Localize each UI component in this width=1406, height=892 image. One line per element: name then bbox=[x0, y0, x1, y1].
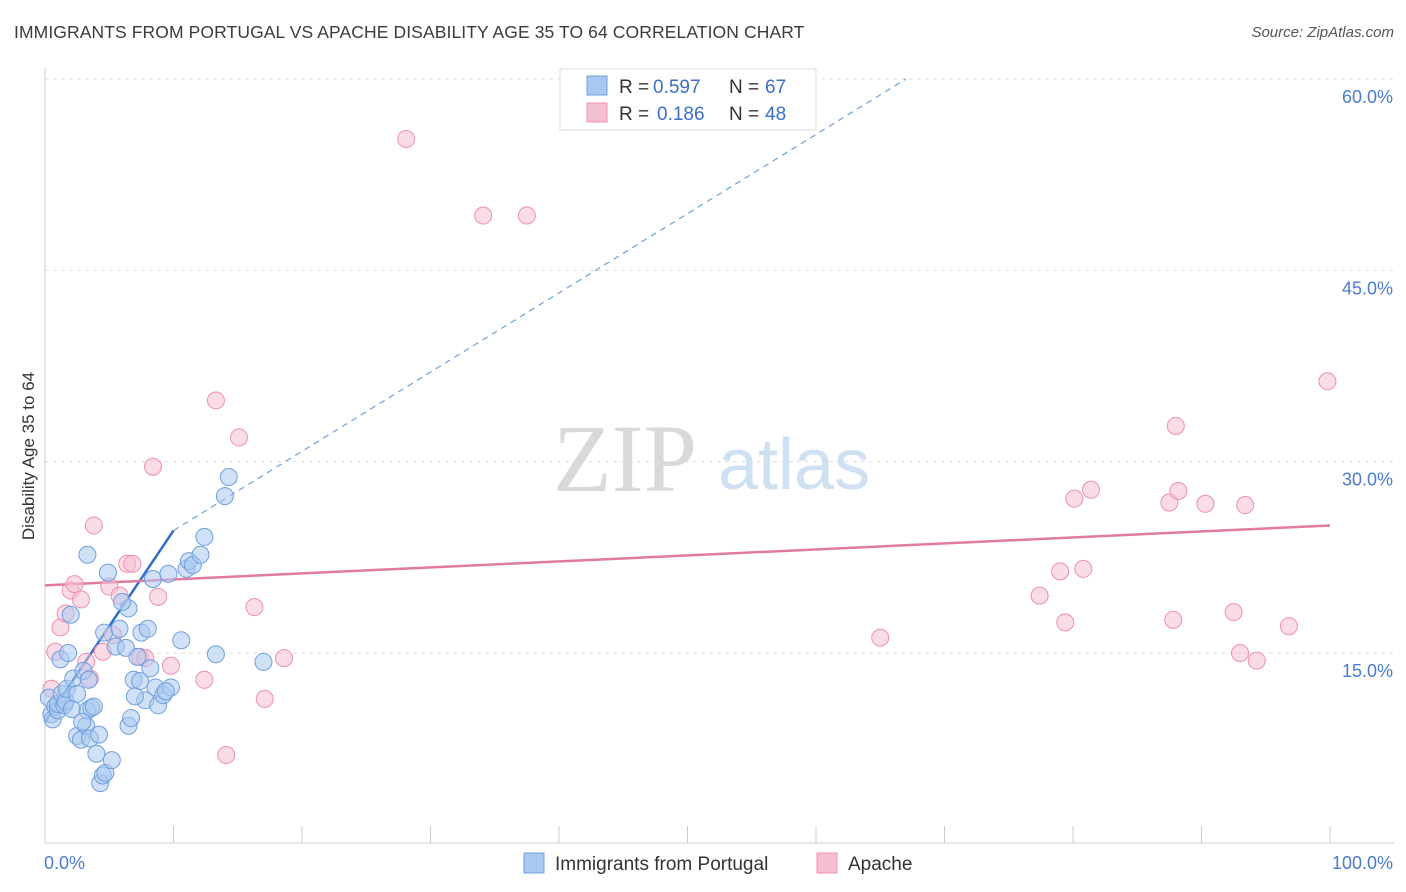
apache-point bbox=[217, 746, 236, 765]
apache-trend-line bbox=[44, 524, 1331, 587]
watermark-atlas: atlas bbox=[718, 425, 870, 505]
chart-title: IMMIGRANTS FROM PORTUGAL VS APACHE DISAB… bbox=[14, 22, 805, 42]
legend-n-value-2: 48 bbox=[765, 104, 786, 125]
portugal-point bbox=[61, 605, 80, 624]
apache-point bbox=[1074, 559, 1093, 578]
apache-point bbox=[195, 670, 214, 689]
apache-point bbox=[149, 587, 168, 606]
legend-swatch-blue bbox=[586, 75, 608, 96]
portugal-point bbox=[113, 592, 132, 611]
portugal-point bbox=[87, 744, 106, 763]
portugal-point bbox=[159, 564, 178, 583]
apache-point bbox=[1081, 480, 1100, 499]
apache-point bbox=[1056, 613, 1075, 632]
portugal-point bbox=[68, 684, 87, 703]
apache-point bbox=[1166, 416, 1185, 435]
bottom-legend-label-pink: Apache bbox=[848, 854, 912, 875]
legend: R = 0.597 N = 67 R = 0.186 N = 48 bbox=[559, 68, 817, 131]
apache-point bbox=[143, 457, 162, 476]
y-tick-labels: 15.0% 30.0% 45.0% 60.0% bbox=[1342, 87, 1393, 681]
portugal-point bbox=[110, 619, 129, 638]
legend-n-label-1: N = bbox=[729, 77, 759, 98]
portugal-point bbox=[215, 487, 234, 506]
legend-n-label-2: N = bbox=[729, 104, 759, 125]
apache-point bbox=[1065, 489, 1084, 508]
apache-point bbox=[230, 428, 249, 447]
x-tick-label-0: 0.0% bbox=[44, 853, 85, 873]
portugal-point bbox=[128, 647, 147, 666]
apache-point bbox=[1231, 644, 1250, 662]
legend-r-label-2: R = bbox=[619, 104, 649, 125]
portugal-point bbox=[195, 527, 214, 546]
apache-point bbox=[474, 206, 493, 225]
apache-point bbox=[1224, 603, 1243, 622]
legend-n-value-1: 67 bbox=[765, 77, 786, 98]
bottom-legend-label-blue: Immigrants from Portugal bbox=[555, 854, 768, 875]
apache-point bbox=[206, 391, 225, 410]
portugal-point bbox=[125, 687, 144, 706]
apache-point bbox=[1196, 494, 1215, 513]
apache-point bbox=[1236, 496, 1255, 515]
portugal-point bbox=[143, 570, 162, 589]
apache-point bbox=[255, 689, 274, 708]
apache-point bbox=[1279, 617, 1298, 636]
apache-point bbox=[65, 575, 84, 594]
grid bbox=[45, 78, 1394, 654]
x-tick-label-100: 100.0% bbox=[1332, 853, 1393, 873]
x-tick-labels: 0.0% 100.0% bbox=[44, 853, 1393, 873]
portugal-point bbox=[95, 623, 114, 642]
y-tick-label-30: 30.0% bbox=[1342, 470, 1393, 490]
portugal-point bbox=[59, 644, 78, 662]
portugal-point bbox=[172, 631, 191, 650]
portugal-point bbox=[78, 545, 97, 564]
apache-point bbox=[275, 649, 294, 668]
apache-point bbox=[1051, 562, 1070, 581]
portugal-point bbox=[102, 751, 121, 770]
apache-point bbox=[517, 206, 536, 225]
portugal-point bbox=[79, 670, 98, 689]
apache-point bbox=[871, 628, 890, 647]
legend-r-value-2: 0.186 bbox=[657, 104, 705, 125]
data-points bbox=[39, 129, 1337, 793]
y-tick-label-15: 15.0% bbox=[1342, 661, 1393, 681]
portugal-point bbox=[191, 545, 210, 564]
portugal-trend-extension bbox=[173, 78, 907, 532]
portugal-point bbox=[219, 467, 238, 486]
apache-point bbox=[1169, 482, 1188, 501]
apache-point bbox=[1164, 610, 1183, 629]
trend-lines bbox=[43, 78, 1331, 723]
portugal-point bbox=[141, 659, 160, 678]
portugal-point bbox=[89, 725, 108, 744]
portugal-point bbox=[254, 652, 273, 671]
bottom-legend: Immigrants from Portugal Apache bbox=[523, 852, 912, 875]
portugal-point bbox=[138, 619, 157, 638]
apache-point bbox=[245, 598, 264, 617]
portugal-point bbox=[73, 712, 92, 731]
bottom-legend-swatch-pink bbox=[816, 852, 838, 874]
source-label: Source: ZipAtlas.com bbox=[1251, 24, 1394, 41]
apache-point bbox=[397, 129, 416, 148]
apache-point bbox=[1318, 372, 1337, 391]
legend-r-label-1: R = bbox=[619, 77, 649, 98]
legend-r-value-1: 0.597 bbox=[653, 77, 701, 98]
legend-swatch-pink bbox=[586, 102, 608, 123]
portugal-point bbox=[122, 709, 141, 728]
apache-point bbox=[84, 516, 103, 535]
watermark-zip: ZIP bbox=[553, 405, 697, 512]
bottom-legend-swatch-blue bbox=[523, 852, 545, 874]
y-tick-label-60: 60.0% bbox=[1342, 87, 1393, 107]
apache-point bbox=[161, 656, 180, 675]
apache-point bbox=[1247, 651, 1266, 670]
portugal-point bbox=[156, 682, 175, 701]
watermark: ZIP atlas bbox=[553, 405, 870, 512]
y-axis-label: Disability Age 35 to 64 bbox=[19, 372, 38, 540]
portugal-point bbox=[84, 697, 103, 716]
apache-point bbox=[123, 554, 142, 573]
portugal-point bbox=[98, 563, 117, 582]
apache-point bbox=[71, 590, 90, 609]
portugal-point bbox=[206, 645, 225, 664]
y-tick-label-45: 45.0% bbox=[1342, 278, 1393, 298]
apache-point bbox=[1030, 586, 1049, 605]
